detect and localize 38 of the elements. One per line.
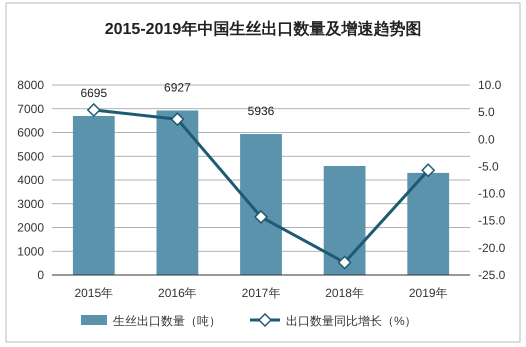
y2-tick-label: 5.0 bbox=[478, 105, 496, 120]
x-tick-label: 2019年 bbox=[408, 286, 448, 300]
x-tick-label: 2015年 bbox=[74, 286, 114, 300]
y2-tick-label: 0.0 bbox=[478, 132, 496, 146]
bar bbox=[407, 172, 450, 275]
bar bbox=[324, 166, 366, 275]
point bbox=[170, 112, 184, 126]
y2-tick-label: -15.0 bbox=[478, 214, 506, 228]
y2-tick-label: 10.0 bbox=[478, 78, 502, 92]
x-tick-label: 2018年 bbox=[325, 286, 364, 300]
point bbox=[87, 103, 101, 117]
y2-tick-label: -25.0 bbox=[478, 268, 506, 282]
y2-tick-label: -5.0 bbox=[478, 159, 500, 174]
data-label: 6927 bbox=[164, 80, 192, 94]
data-label: 5936 bbox=[248, 104, 275, 118]
point bbox=[254, 210, 268, 224]
y-tick-label: 1000 bbox=[17, 244, 44, 258]
data-label: 6695 bbox=[80, 86, 108, 100]
legend-label: 出口数量同比增长（%） bbox=[286, 314, 417, 328]
y-tick-label: 4000 bbox=[17, 173, 44, 187]
x-tick-label: 2016年 bbox=[158, 286, 197, 300]
y-tick-label: 7000 bbox=[17, 102, 44, 116]
x-tick-label: 2017年 bbox=[242, 286, 280, 300]
y-tick-label: 0 bbox=[37, 268, 44, 282]
y-tick-label: 3000 bbox=[17, 196, 44, 211]
bar bbox=[72, 116, 115, 275]
bar bbox=[240, 134, 282, 275]
y-tick-label: 5000 bbox=[17, 149, 44, 164]
y-tick-label: 2000 bbox=[17, 220, 44, 234]
bar bbox=[156, 110, 198, 275]
point bbox=[421, 163, 435, 177]
y-tick-label: 6000 bbox=[17, 126, 44, 140]
point bbox=[338, 256, 352, 270]
y2-tick-label: -10.0 bbox=[478, 186, 506, 201]
legend-label: 生丝出口数量（吨） bbox=[113, 314, 221, 328]
chart-title: 2015-2019年中国生丝出口数量及增速趋势图 bbox=[104, 20, 422, 38]
y2-tick-label: -20.0 bbox=[478, 240, 506, 255]
y-tick-label: 8000 bbox=[17, 78, 44, 92]
